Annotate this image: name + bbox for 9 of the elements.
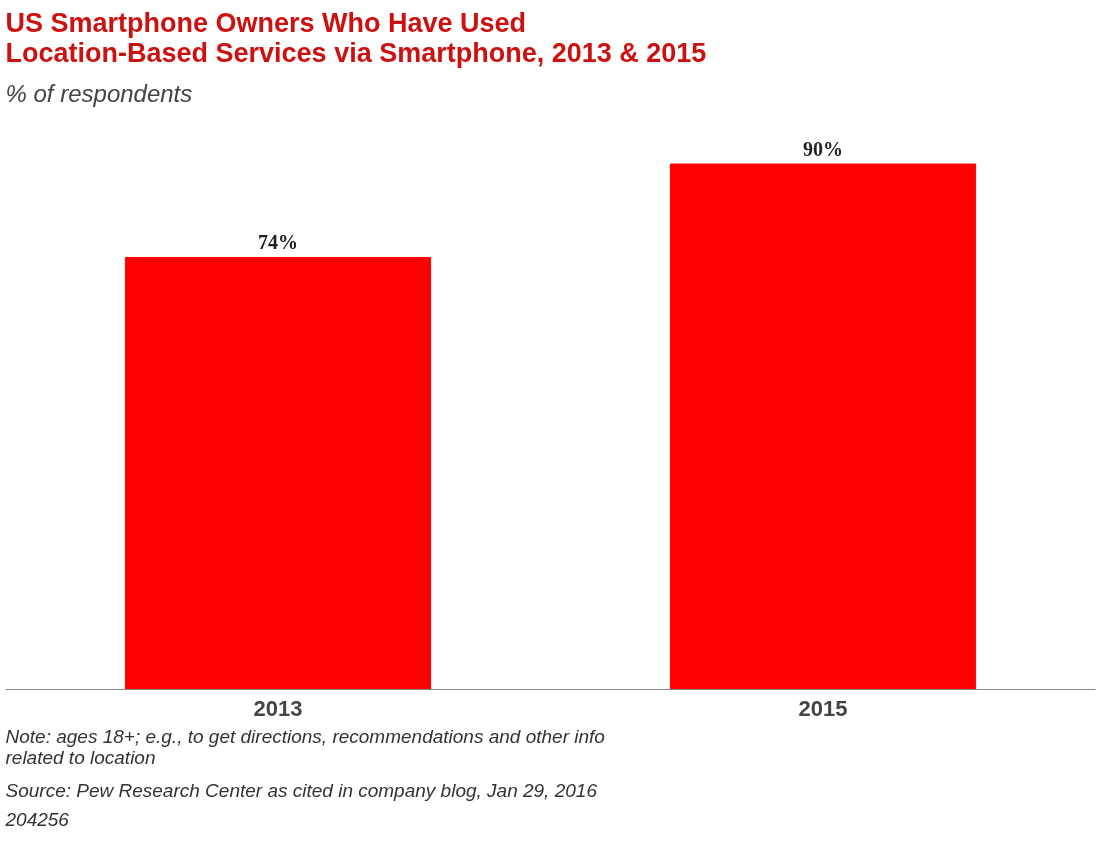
data-label: 90% [803, 138, 843, 161]
data-label: 74% [258, 231, 298, 254]
text: 204256 [4, 808, 70, 830]
chart-subtitle: % of respondents [5, 79, 193, 107]
x-tick-label: 2015 [798, 695, 848, 721]
x-tick-label: 2013 [253, 695, 303, 721]
chart-title: US Smartphone Owners Who Have Used Location-Based Services via Smartphone, 2013 & 2015 [5, 7, 707, 68]
source-note: Source: Pew Research Center as cited in company blog, Jan 29, 2016 [5, 779, 598, 801]
text: Note: ages 18+; e.g., to get directions, recommendations and other info related to location [5, 725, 605, 768]
